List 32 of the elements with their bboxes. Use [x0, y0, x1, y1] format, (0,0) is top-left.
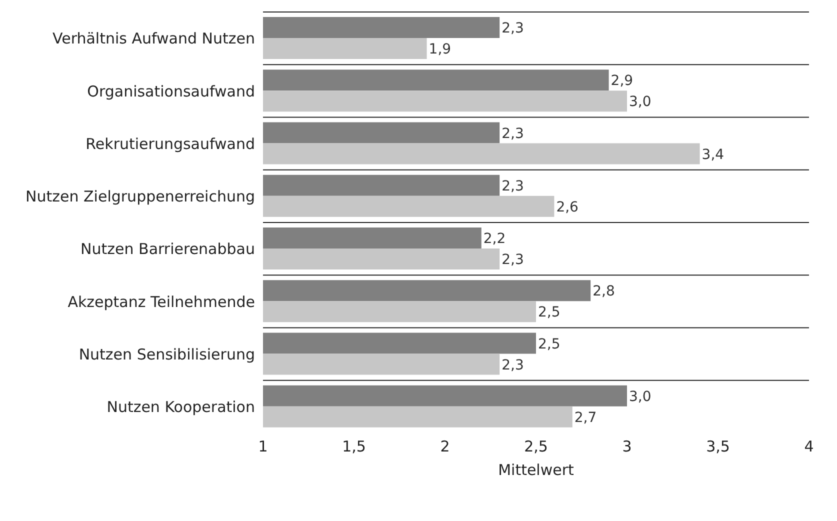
y-tick-label: Nutzen Barrierenabbau — [80, 240, 255, 258]
data-label: 2,3 — [502, 126, 524, 142]
x-tick-label: 3 — [622, 438, 632, 456]
data-label: 2,3 — [502, 20, 524, 36]
data-label: 2,2 — [483, 231, 506, 247]
x-tick-label: 2,5 — [524, 438, 548, 456]
x-tick-label: 2 — [440, 438, 450, 456]
y-tick-label: Nutzen Kooperation — [106, 398, 255, 416]
data-label: 3,0 — [629, 388, 652, 405]
data-label: 2,5 — [538, 336, 560, 352]
data-label: 2,3 — [502, 252, 524, 268]
data-label: 2,3 — [502, 357, 524, 374]
data-label: 1,9 — [428, 42, 452, 58]
y-tick-label: Verhältnis Aufwand Nutzen — [52, 30, 255, 48]
y-tick-label: Nutzen Sensibilisierung — [78, 345, 255, 364]
x-axis-title: Mittelwert — [498, 461, 574, 479]
y-tick-label: Akzeptanz Teilnehmende — [68, 292, 255, 311]
x-tick-label: 4 — [804, 438, 814, 456]
y-tick-label: Rekrutierungsaufwand — [86, 134, 255, 153]
y-tick-label: Organisationsaufwand — [87, 82, 255, 100]
data-label: 3,0 — [629, 94, 652, 110]
data-label: 2,5 — [538, 304, 560, 321]
y-tick-label: Nutzen Zielgruppenerreichung — [26, 188, 255, 206]
x-tick-label: 1,5 — [342, 438, 366, 456]
data-label: 3,4 — [702, 146, 724, 163]
data-label: 2,6 — [556, 199, 579, 216]
x-tick-label: 3,5 — [706, 438, 730, 456]
data-label: 2,9 — [610, 73, 634, 90]
data-label: 2,3 — [502, 178, 524, 194]
x-tick-label: 1 — [258, 438, 268, 456]
data-label: 2,7 — [574, 410, 597, 426]
data-label: 2,8 — [592, 284, 615, 300]
